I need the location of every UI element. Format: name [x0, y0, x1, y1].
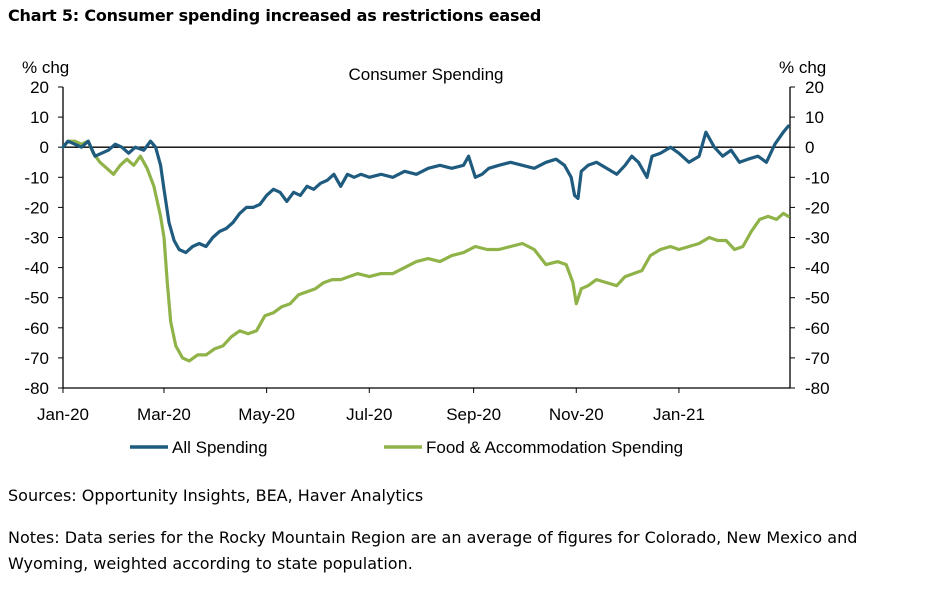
x-tick-label: Jan-20: [37, 405, 89, 424]
y-tick-label-left: -60: [24, 319, 49, 338]
y-tick-label-right: -10: [805, 168, 830, 187]
y-axis-label-right: % chg: [779, 58, 826, 77]
y-axis-label-left: % chg: [22, 58, 69, 77]
y-tick-label-left: -10: [24, 168, 49, 187]
sources-note: Sources: Opportunity Insights, BEA, Have…: [8, 486, 424, 505]
x-axis: Jan-20 Mar-20 May-20 Jul-20 Sep-20 Nov-20 Jan-…: [37, 388, 705, 424]
y-tick-label-right: 20: [805, 78, 824, 97]
y-axis-right: 20 10 0 -10 -20 -30 -40 -50 -60 -70 -80: [790, 78, 830, 398]
x-tick-label: Sep-20: [446, 405, 501, 424]
y-tick-label-right: 10: [805, 108, 824, 127]
x-tick-label: Nov-20: [549, 405, 604, 424]
series-line-all-spending: [61, 124, 790, 255]
y-tick-label-right: -20: [805, 198, 830, 217]
series-lines: [61, 124, 790, 363]
y-tick-label-left: -20: [24, 198, 49, 217]
x-tick-label: Jan-21: [653, 405, 705, 424]
y-tick-label-right: -70: [805, 349, 830, 368]
y-tick-label-left: -40: [24, 259, 49, 278]
y-tick-label-left: 0: [40, 138, 49, 157]
y-tick-label-left: -50: [24, 289, 49, 308]
x-tick-label: May-20: [238, 405, 295, 424]
y-axis-left: 20 10 0 -10 -20 -30 -40 -50 -60 -70 -80: [24, 78, 63, 398]
x-tick-label: Jul-20: [346, 405, 392, 424]
y-tick-label-left: -80: [24, 379, 49, 398]
consumer-spending-chart: 20 10 0 -10 -20 -30 -40 -50 -60 -70 -80 20 10 0 -10 -2…: [22, 58, 830, 457]
y-tick-label-right: -80: [805, 379, 830, 398]
y-tick-label-right: -40: [805, 259, 830, 278]
legend-label-all-spending: All Spending: [172, 438, 267, 457]
y-tick-label-right: -60: [805, 319, 830, 338]
chart-heading: Chart 5: Consumer spending increased as …: [8, 6, 542, 25]
x-tick-label: Mar-20: [137, 405, 191, 424]
y-tick-label-right: 0: [805, 138, 814, 157]
legend: All Spending Food & Accommodation Spendin…: [130, 438, 683, 457]
chart-title: Consumer Spending: [349, 65, 504, 84]
legend-label-food-accommodation: Food & Accommodation Spending: [426, 438, 683, 457]
y-tick-label-left: 10: [30, 108, 49, 127]
y-tick-label-right: -50: [805, 289, 830, 308]
series-line-food-accommodation: [61, 139, 790, 363]
y-tick-label-left: 20: [30, 78, 49, 97]
y-tick-label-right: -30: [805, 229, 830, 248]
y-tick-label-left: -30: [24, 229, 49, 248]
y-tick-label-left: -70: [24, 349, 49, 368]
notes-text: Notes: Data series for the Rocky Mountai…: [8, 528, 858, 573]
